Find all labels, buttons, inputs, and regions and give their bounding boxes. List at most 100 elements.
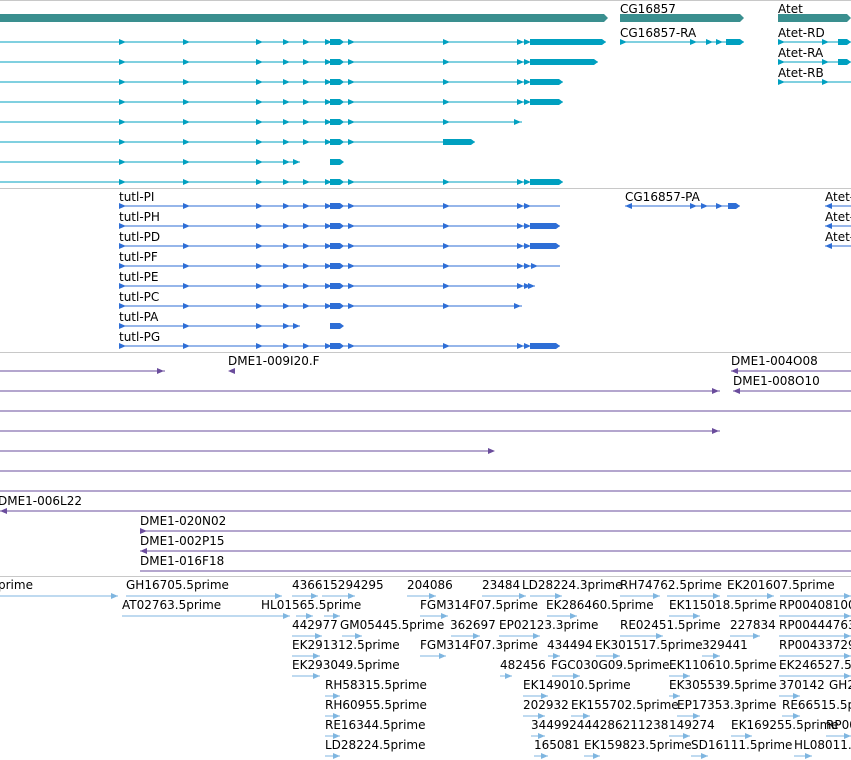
est-marker[interactable]: [333, 733, 340, 739]
exon-block[interactable]: [330, 263, 344, 269]
exon-marker[interactable]: [303, 223, 310, 229]
exon-marker[interactable]: [283, 203, 290, 209]
est-marker[interactable]: [355, 633, 362, 639]
exon-marker[interactable]: [119, 39, 126, 45]
exon-block[interactable]: [330, 243, 344, 249]
est-label[interactable]: 204086: [407, 578, 453, 592]
exon-marker[interactable]: [348, 283, 355, 289]
exon-marker[interactable]: [283, 39, 290, 45]
exon-marker[interactable]: [620, 39, 627, 45]
est-marker[interactable]: [333, 613, 340, 619]
est-label[interactable]: RH74762.5prime: [620, 578, 722, 592]
exon-marker[interactable]: [517, 223, 524, 229]
transcript-label-cg16857-ra[interactable]: CG16857-RA: [620, 26, 697, 40]
exon-marker[interactable]: [256, 343, 263, 349]
est-label[interactable]: 344992444286211238: [531, 718, 669, 732]
exon-block[interactable]: [330, 139, 344, 145]
est-marker[interactable]: [805, 753, 812, 759]
exon-marker[interactable]: [119, 283, 126, 289]
exon-block[interactable]: [728, 203, 740, 209]
exon-marker[interactable]: [256, 223, 263, 229]
exon-marker[interactable]: [183, 303, 190, 309]
exon-block[interactable]: [330, 119, 344, 125]
exon-marker[interactable]: [119, 263, 126, 269]
exon-block[interactable]: [530, 99, 563, 105]
est-marker[interactable]: [570, 613, 577, 619]
est-label[interactable]: EK286460.5prime: [546, 598, 654, 612]
exon-block[interactable]: [330, 179, 344, 185]
exon-marker[interactable]: [256, 283, 263, 289]
exon-block[interactable]: [330, 59, 344, 65]
est-label[interactable]: FGM314F07.3prime: [420, 638, 539, 652]
est-marker[interactable]: [767, 593, 774, 599]
est-marker[interactable]: [111, 593, 118, 599]
exon-marker[interactable]: [706, 39, 713, 45]
exon-marker[interactable]: [325, 263, 332, 269]
exon-marker[interactable]: [348, 79, 355, 85]
est-label[interactable]: EP02123.3prime: [499, 618, 599, 632]
est-marker[interactable]: [583, 713, 590, 719]
clone-label-dme1-020n02[interactable]: DME1-020N02: [140, 514, 227, 528]
est-label[interactable]: 149274: [669, 718, 715, 732]
est-label[interactable]: RE66515.5p: [782, 698, 851, 712]
transcript-label-atet-rd[interactable]: Atet-RD: [778, 26, 825, 40]
exon-marker[interactable]: [517, 39, 524, 45]
exon-marker[interactable]: [517, 179, 524, 185]
est-label[interactable]: EK305539.5prime: [669, 678, 777, 692]
est-label[interactable]: EK301517.5prime: [595, 638, 703, 652]
exon-marker[interactable]: [256, 323, 263, 329]
est-marker[interactable]: [613, 653, 620, 659]
exon-marker[interactable]: [183, 203, 190, 209]
exon-marker[interactable]: [348, 303, 355, 309]
exon-marker[interactable]: [825, 223, 832, 229]
est-marker[interactable]: [713, 593, 720, 599]
exon-marker[interactable]: [119, 79, 126, 85]
exon-marker[interactable]: [303, 39, 310, 45]
exon-marker[interactable]: [524, 343, 531, 349]
exon-marker[interactable]: [183, 243, 190, 249]
exon-marker[interactable]: [303, 119, 310, 125]
exon-marker[interactable]: [348, 139, 355, 145]
exon-block[interactable]: [330, 223, 344, 229]
exon-marker[interactable]: [778, 39, 785, 45]
exon-marker[interactable]: [822, 59, 829, 65]
est-label[interactable]: 329441: [702, 638, 748, 652]
est-label[interactable]: EK115018.5prime: [669, 598, 777, 612]
est-marker[interactable]: [656, 633, 663, 639]
est-label[interactable]: 23484: [482, 578, 521, 592]
exon-marker[interactable]: [443, 59, 450, 65]
exon-marker[interactable]: [256, 99, 263, 105]
exon-marker[interactable]: [778, 59, 785, 65]
exon-block[interactable]: [443, 139, 475, 145]
exon-marker[interactable]: [256, 179, 263, 185]
protein-label-tutl-pd[interactable]: tutl-PD: [119, 230, 161, 244]
exon-marker[interactable]: [283, 99, 290, 105]
est-marker[interactable]: [555, 593, 562, 599]
clone-label-dme1-006l22[interactable]: DME1-006L22: [0, 494, 82, 508]
exon-marker[interactable]: [822, 79, 829, 85]
exon-block[interactable]: [838, 59, 851, 65]
exon-block[interactable]: [530, 39, 606, 45]
exon-marker[interactable]: [283, 119, 290, 125]
protein-label-tutl-ph[interactable]: tutl-PH: [119, 210, 160, 224]
exon-marker[interactable]: [348, 179, 355, 185]
est-label[interactable]: 436615294295: [292, 578, 384, 592]
est-marker[interactable]: [593, 753, 600, 759]
exon-marker[interactable]: [517, 263, 524, 269]
exon-marker[interactable]: [303, 203, 310, 209]
exon-marker[interactable]: [283, 243, 290, 249]
est-label[interactable]: RH58315.5prime: [325, 678, 427, 692]
exon-marker[interactable]: [283, 343, 290, 349]
est-marker[interactable]: [753, 633, 760, 639]
est-marker[interactable]: [713, 653, 720, 659]
exon-marker[interactable]: [690, 203, 697, 209]
protein-label-tutl-pi[interactable]: tutl-PI: [119, 190, 155, 204]
exon-marker[interactable]: [443, 179, 450, 185]
exon-marker[interactable]: [283, 303, 290, 309]
exon-marker[interactable]: [256, 59, 263, 65]
clone-label-dme1-008o10[interactable]: DME1-008O10: [733, 374, 820, 388]
exon-marker[interactable]: [119, 139, 126, 145]
exon-marker[interactable]: [348, 223, 355, 229]
exon-marker[interactable]: [303, 263, 310, 269]
exon-marker[interactable]: [443, 263, 450, 269]
